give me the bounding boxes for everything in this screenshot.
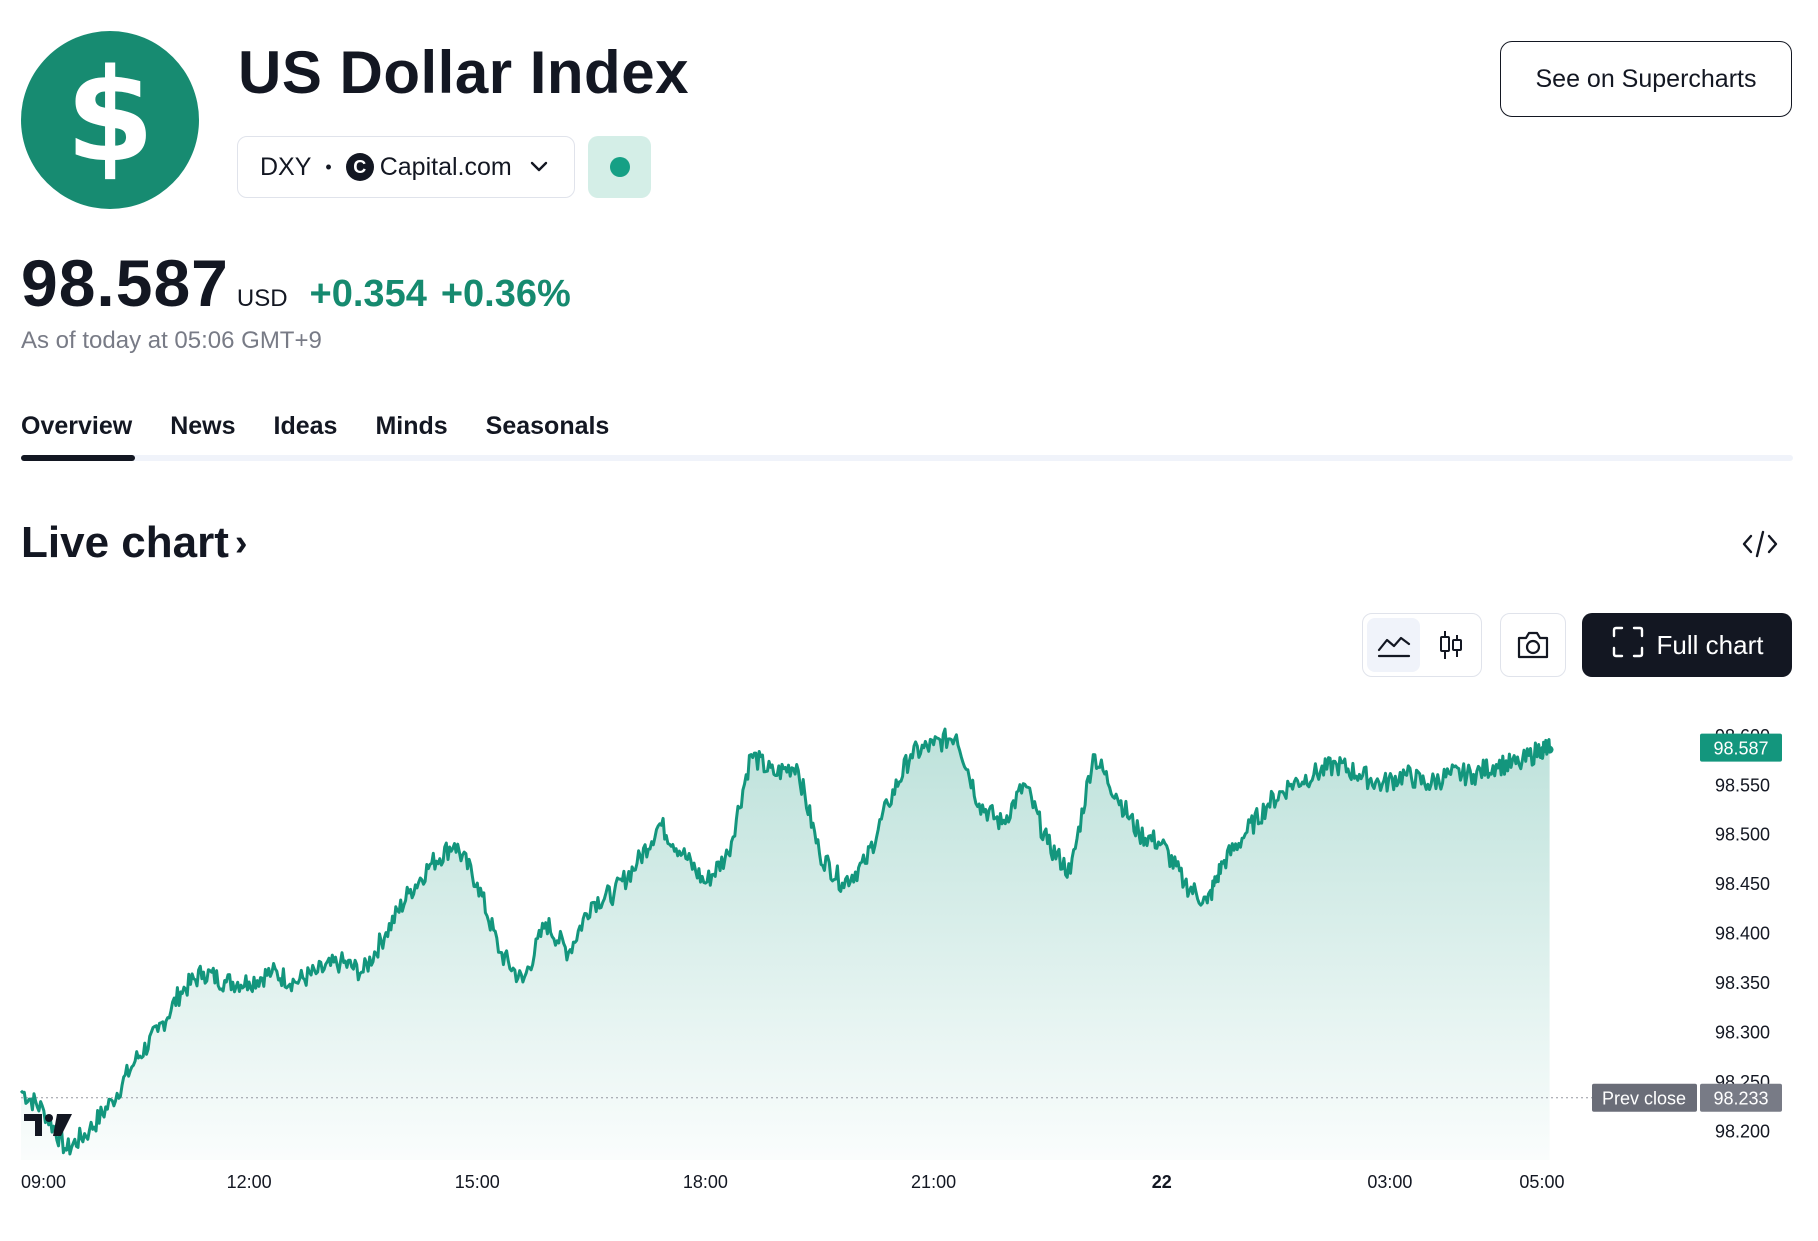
logo-dollar-symbol: $ [65,42,155,191]
quote-row: 98.587 USD +0.354 +0.36% [21,245,571,321]
area-chart-icon[interactable] [1367,618,1420,672]
x-tick-label: 05:00 [1519,1172,1564,1192]
y-tick-label: 98.500 [1715,825,1770,845]
live-chart-heading[interactable]: Live chart › [21,518,248,568]
full-chart-label: Full chart [1656,629,1764,660]
tab-overview[interactable]: Overview [21,412,133,440]
price-line [19,727,1552,1156]
prev-close-badge [1700,1083,1782,1112]
y-tick-label: 98.200 [1715,1121,1770,1141]
page-title: US Dollar Index [238,39,689,106]
tabs-divider [21,455,1793,461]
prev-close-tag [1592,1083,1697,1112]
broker-label: Capital.com [379,152,512,181]
x-tick-label: 12:00 [227,1172,272,1192]
code-embed-icon[interactable] [1740,526,1780,562]
x-tick-label: 21:00 [911,1172,956,1192]
last-price-marker [1545,745,1554,754]
tradingview-logo-icon [24,1112,72,1143]
quote-timestamp: As of today at 05:06 GMT+9 [21,327,322,354]
exchange-selector[interactable]: DXY • C Capital.com [237,136,575,198]
ticker-label: DXY [260,152,312,181]
tab-news[interactable]: News [170,412,236,440]
tab-minds[interactable]: Minds [375,412,448,440]
x-tick-label: 09:00 [21,1172,66,1192]
prev-close-tag-label: Prev close [1602,1089,1686,1109]
x-tick-label: 15:00 [455,1172,500,1192]
y-tick-label: 98.400 [1715,924,1770,944]
symbol-tabs: Overview News Ideas Minds Seasonals [21,412,647,441]
market-open-dot-icon [609,157,630,177]
y-tick-label: 98.550 [1715,775,1770,795]
tab-seasonals[interactable]: Seasonals [485,412,610,440]
fullscreen-icon [1611,625,1645,666]
see-on-supercharts-button[interactable]: See on Supercharts [1500,41,1792,117]
x-tick-label: 18:00 [683,1172,728,1192]
last-price: 98.587 [21,246,229,320]
camera-icon[interactable] [1500,613,1566,677]
price-change-percent: +0.36% [440,273,571,315]
last-price-badge [1700,733,1782,762]
y-tick-label: 98.350 [1715,973,1770,993]
active-tab-indicator [21,455,135,461]
chevron-down-icon [530,161,548,173]
full-chart-button[interactable]: Full chart [1582,613,1792,677]
price-chart[interactable]: 98.60098.55098.50098.45098.40098.35098.3… [0,690,1818,1210]
ticker-separator: • [325,156,332,177]
tab-ideas[interactable]: Ideas [273,412,338,440]
price-currency: USD [236,285,288,312]
chevron-right-icon: › [234,521,248,564]
price-change: +0.354 [309,273,427,315]
market-status-button[interactable] [588,136,651,198]
live-chart-heading-label: Live chart [21,518,229,567]
dxy-logo: $ [21,31,199,209]
x-tick-label: 03:00 [1367,1172,1412,1192]
candlestick-icon[interactable] [1424,618,1477,672]
prev-close-badge-label: 98.233 [1713,1089,1768,1109]
chart-style-toggle [1362,613,1482,677]
broker-icon: C [345,153,374,181]
y-tick-label: 98.450 [1715,874,1770,894]
price-area-fill [21,729,1550,1160]
y-tick-label: 98.300 [1715,1022,1770,1042]
x-tick-label: 22 [1152,1172,1172,1192]
last-price-badge-label: 98.587 [1713,739,1768,759]
